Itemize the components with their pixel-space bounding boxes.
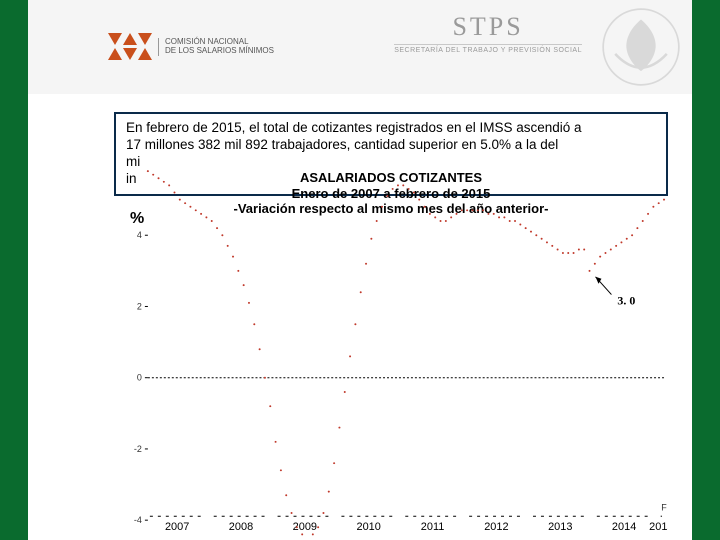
- stps-logo-main: STPS: [394, 12, 582, 42]
- line-chart: -4-2024200720082009201020112012201320142…: [114, 164, 668, 536]
- svg-text:2011: 2011: [421, 521, 445, 533]
- conasami-triangles-icon: [108, 33, 152, 62]
- svg-text:0: 0: [137, 373, 142, 383]
- conasami-logo-text: COMISIÓN NACIONAL DE LOS SALARIOS MÍNIMO…: [158, 38, 274, 56]
- svg-text:-4: -4: [134, 515, 142, 525]
- stps-logo: STPS SECRETARÍA DEL TRABAJO Y PREVISIÓN …: [394, 12, 582, 54]
- header-bar: COMISIÓN NACIONAL DE LOS SALARIOS MÍNIMO…: [28, 0, 692, 95]
- svg-text:2010: 2010: [357, 521, 381, 533]
- svg-text:2015: 2015: [649, 521, 668, 533]
- eagle-seal-icon: [598, 4, 684, 90]
- content-area: En febrero de 2015, el total de cotizant…: [28, 94, 692, 540]
- conasami-logo: COMISIÓN NACIONAL DE LOS SALARIOS MÍNIMO…: [108, 33, 274, 62]
- svg-text:2008: 2008: [229, 521, 253, 533]
- decor-left-bar: [0, 0, 28, 540]
- decor-right-bar: [692, 0, 720, 540]
- svg-text:3. 0: 3. 0: [617, 294, 635, 308]
- svg-text:-2: -2: [134, 444, 142, 454]
- textbox-line2: 17 millones 382 mil 892 trabajadores, ca…: [126, 137, 558, 152]
- chart-container: ASALARIADOS COTIZANTES Enero de 2007 a f…: [114, 164, 668, 536]
- svg-text:F: F: [661, 502, 667, 512]
- svg-text:4: 4: [137, 230, 142, 240]
- svg-text:2007: 2007: [165, 521, 189, 533]
- svg-text:2014: 2014: [612, 521, 636, 533]
- textbox-line1: En febrero de 2015, el total de cotizant…: [126, 120, 582, 135]
- slide-root: COMISIÓN NACIONAL DE LOS SALARIOS MÍNIMO…: [0, 0, 720, 540]
- stps-logo-sub: SECRETARÍA DEL TRABAJO Y PREVISIÓN SOCIA…: [394, 44, 582, 54]
- svg-text:2: 2: [137, 301, 142, 311]
- svg-text:2013: 2013: [548, 521, 572, 533]
- svg-text:2012: 2012: [484, 521, 508, 533]
